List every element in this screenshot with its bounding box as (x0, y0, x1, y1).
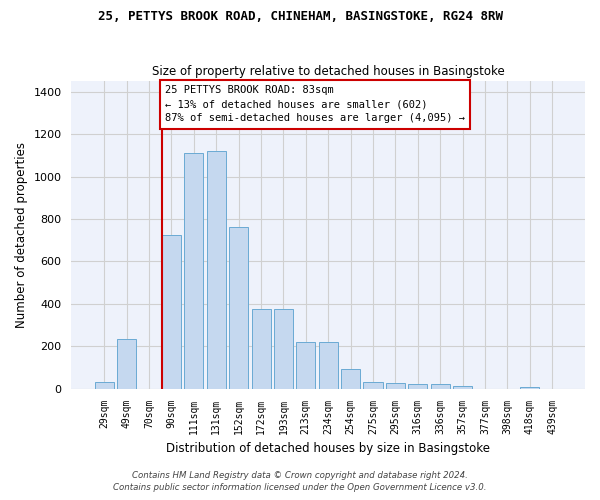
Bar (251, 309, 271, 388)
Bar (341, 368, 360, 388)
Bar (95, 382, 114, 388)
Text: 25 PETTYS BROOK ROAD: 83sqm
← 13% of detached houses are smaller (602)
87% of se: 25 PETTYS BROOK ROAD: 83sqm ← 13% of det… (165, 86, 465, 124)
Bar (520, 386, 539, 388)
Bar (408, 384, 427, 388)
Bar (296, 342, 316, 388)
Text: Contains HM Land Registry data © Crown copyright and database right 2024.
Contai: Contains HM Land Registry data © Crown c… (113, 471, 487, 492)
Y-axis label: Number of detached properties: Number of detached properties (15, 142, 28, 328)
Bar (162, 235, 181, 388)
Bar (386, 384, 405, 388)
Bar (229, 228, 248, 388)
Title: Size of property relative to detached houses in Basingstoke: Size of property relative to detached ho… (152, 66, 505, 78)
Text: 25, PETTYS BROOK ROAD, CHINEHAM, BASINGSTOKE, RG24 8RW: 25, PETTYS BROOK ROAD, CHINEHAM, BASINGS… (97, 10, 503, 23)
Bar (319, 342, 338, 388)
Bar (453, 386, 472, 388)
Bar (207, 151, 226, 388)
Bar (184, 153, 203, 388)
Bar (274, 309, 293, 388)
Bar (364, 382, 383, 388)
Bar (117, 339, 136, 388)
Bar (431, 384, 449, 388)
X-axis label: Distribution of detached houses by size in Basingstoke: Distribution of detached houses by size … (166, 442, 490, 455)
